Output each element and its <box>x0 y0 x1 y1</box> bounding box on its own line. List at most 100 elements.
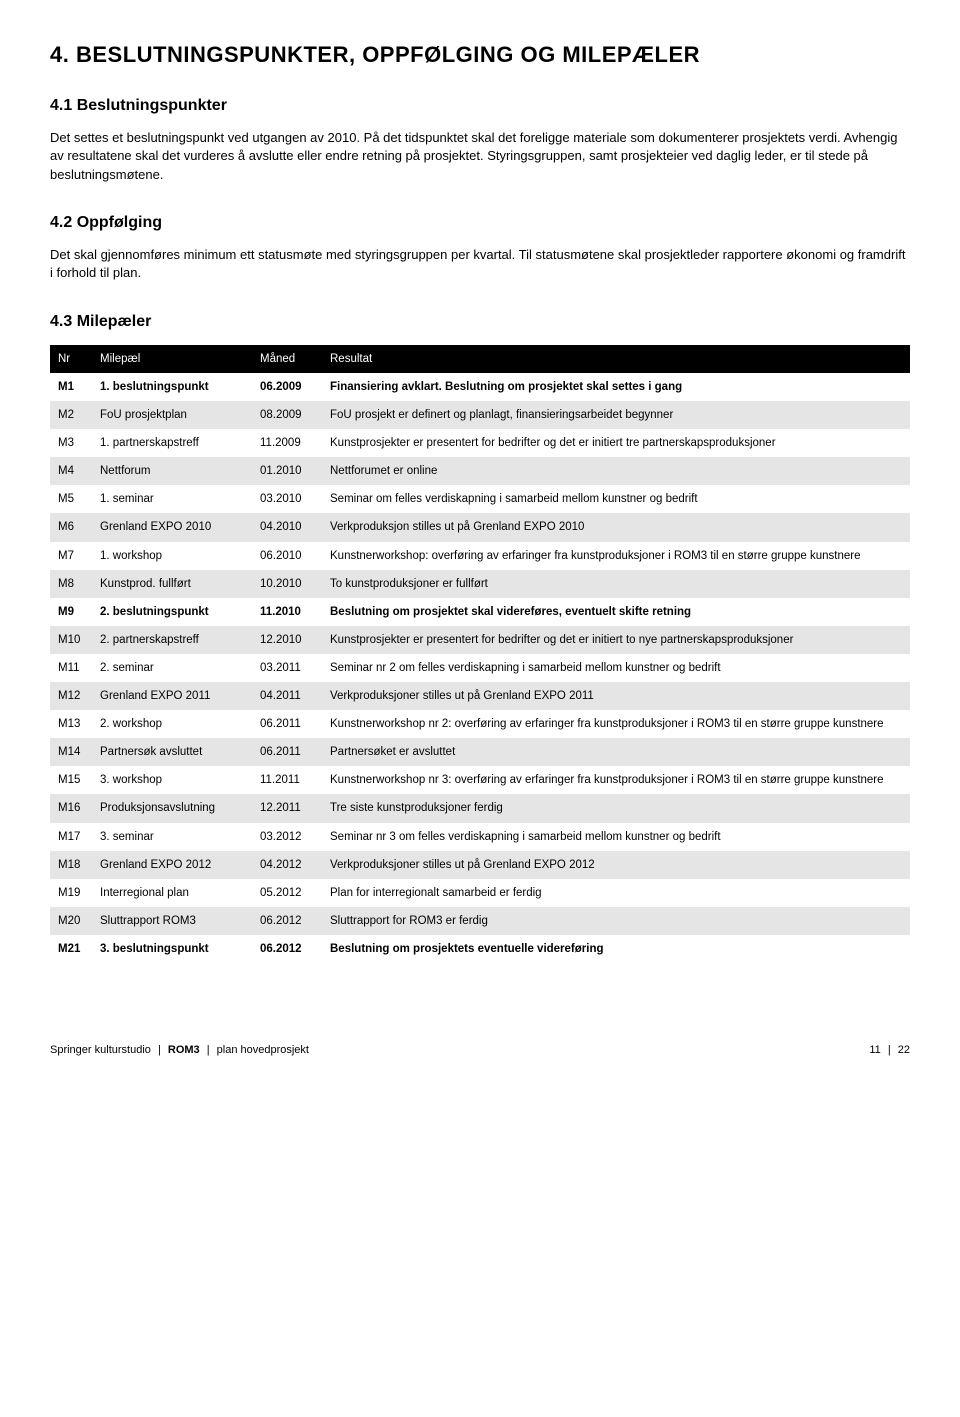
section-4-3-title: 4.3 Milepæler <box>50 311 910 333</box>
section-4-1-body: Det settes et beslutningspunkt ved utgan… <box>50 129 910 184</box>
cell-milepael: Interregional plan <box>92 879 252 907</box>
table-row: M14Partnersøk avsluttet06.2011Partnersøk… <box>50 738 910 766</box>
cell-maned: 06.2010 <box>252 542 322 570</box>
cell-nr: M10 <box>50 626 92 654</box>
cell-nr: M2 <box>50 401 92 429</box>
section-4-1: 4.1 Beslutningspunkter Det settes et bes… <box>50 95 910 184</box>
cell-resultat: Kunstnerworkshop: overføring av erfaring… <box>322 542 910 570</box>
cell-resultat: Verkproduksjoner stilles ut på Grenland … <box>322 682 910 710</box>
section-4-2-title: 4.2 Oppfølging <box>50 212 910 234</box>
cell-resultat: Tre siste kunstproduksjoner ferdig <box>322 794 910 822</box>
cell-maned: 03.2012 <box>252 823 322 851</box>
table-row: M92. beslutningspunkt11.2010Beslutning o… <box>50 598 910 626</box>
cell-resultat: Plan for interregionalt samarbeid er fer… <box>322 879 910 907</box>
cell-milepael: 3. workshop <box>92 766 252 794</box>
cell-nr: M20 <box>50 907 92 935</box>
table-row: M102. partnerskapstreff12.2010Kunstprosj… <box>50 626 910 654</box>
cell-resultat: Verkproduksjoner stilles ut på Grenland … <box>322 851 910 879</box>
cell-milepael: Kunstprod. fullført <box>92 570 252 598</box>
cell-maned: 11.2009 <box>252 429 322 457</box>
cell-resultat: Seminar om felles verdiskapning i samarb… <box>322 485 910 513</box>
cell-milepael: Produksjonsavslutning <box>92 794 252 822</box>
table-row: M8Kunstprod. fullført10.2010To kunstprod… <box>50 570 910 598</box>
cell-milepael: Sluttrapport ROM3 <box>92 907 252 935</box>
cell-maned: 05.2012 <box>252 879 322 907</box>
cell-maned: 04.2011 <box>252 682 322 710</box>
footer-studio: Springer kulturstudio <box>50 1044 151 1056</box>
section-4-2: 4.2 Oppfølging Det skal gjennomføres min… <box>50 212 910 283</box>
cell-milepael: 2. seminar <box>92 654 252 682</box>
page-number-current: 11 <box>869 1044 880 1056</box>
cell-resultat: Nettforumet er online <box>322 457 910 485</box>
cell-maned: 06.2012 <box>252 935 322 963</box>
separator-icon: | <box>158 1044 161 1056</box>
cell-milepael: 1. workshop <box>92 542 252 570</box>
cell-nr: M9 <box>50 598 92 626</box>
cell-nr: M6 <box>50 513 92 541</box>
cell-nr: M17 <box>50 823 92 851</box>
cell-resultat: Kunstnerworkshop nr 3: overføring av erf… <box>322 766 910 794</box>
col-header-resultat: Resultat <box>322 345 910 373</box>
cell-nr: M1 <box>50 373 92 401</box>
cell-resultat: Kunstprosjekter er presentert for bedrif… <box>322 626 910 654</box>
table-row: M71. workshop06.2010Kunstnerworkshop: ov… <box>50 542 910 570</box>
cell-nr: M18 <box>50 851 92 879</box>
cell-maned: 12.2011 <box>252 794 322 822</box>
cell-milepael: Partnersøk avsluttet <box>92 738 252 766</box>
cell-nr: M5 <box>50 485 92 513</box>
cell-maned: 03.2010 <box>252 485 322 513</box>
section-4-1-title: 4.1 Beslutningspunkter <box>50 95 910 117</box>
page-footer: Springer kulturstudio | ROM3 | plan hove… <box>50 1043 910 1058</box>
cell-nr: M13 <box>50 710 92 738</box>
cell-resultat: Kunstnerworkshop nr 2: overføring av erf… <box>322 710 910 738</box>
cell-milepael: 1. beslutningspunkt <box>92 373 252 401</box>
table-row: M153. workshop11.2011Kunstnerworkshop nr… <box>50 766 910 794</box>
cell-nr: M7 <box>50 542 92 570</box>
cell-nr: M19 <box>50 879 92 907</box>
cell-nr: M15 <box>50 766 92 794</box>
cell-milepael: 2. workshop <box>92 710 252 738</box>
cell-milepael: Grenland EXPO 2012 <box>92 851 252 879</box>
cell-resultat: Seminar nr 3 om felles verdiskapning i s… <box>322 823 910 851</box>
cell-nr: M16 <box>50 794 92 822</box>
table-row: M16Produksjonsavslutning12.2011Tre siste… <box>50 794 910 822</box>
cell-resultat: Seminar nr 2 om felles verdiskapning i s… <box>322 654 910 682</box>
cell-maned: 11.2010 <box>252 598 322 626</box>
cell-nr: M11 <box>50 654 92 682</box>
table-row: M31. partnerskapstreff11.2009Kunstprosje… <box>50 429 910 457</box>
cell-resultat: FoU prosjekt er definert og planlagt, fi… <box>322 401 910 429</box>
table-row: M19Interregional plan05.2012Plan for int… <box>50 879 910 907</box>
footer-left: Springer kulturstudio | ROM3 | plan hove… <box>50 1043 309 1058</box>
cell-maned: 06.2011 <box>252 738 322 766</box>
cell-milepael: 1. seminar <box>92 485 252 513</box>
table-row: M2FoU prosjektplan08.2009FoU prosjekt er… <box>50 401 910 429</box>
cell-maned: 11.2011 <box>252 766 322 794</box>
table-row: M132. workshop06.2011Kunstnerworkshop nr… <box>50 710 910 738</box>
cell-nr: M12 <box>50 682 92 710</box>
table-row: M6Grenland EXPO 201004.2010Verkproduksjo… <box>50 513 910 541</box>
cell-resultat: Finansiering avklart. Beslutning om pros… <box>322 373 910 401</box>
cell-maned: 04.2012 <box>252 851 322 879</box>
col-header-maned: Måned <box>252 345 322 373</box>
section-4-2-body: Det skal gjennomføres minimum ett status… <box>50 246 910 282</box>
table-row: M20Sluttrapport ROM306.2012Sluttrapport … <box>50 907 910 935</box>
separator-icon: | <box>888 1044 891 1056</box>
page-number-total: 22 <box>898 1044 910 1056</box>
table-row: M4Nettforum01.2010Nettforumet er online <box>50 457 910 485</box>
cell-maned: 12.2010 <box>252 626 322 654</box>
cell-milepael: 1. partnerskapstreff <box>92 429 252 457</box>
table-header-row: Nr Milepæl Måned Resultat <box>50 345 910 373</box>
cell-maned: 06.2009 <box>252 373 322 401</box>
cell-milepael: 3. beslutningspunkt <box>92 935 252 963</box>
cell-resultat: Kunstprosjekter er presentert for bedrif… <box>322 429 910 457</box>
col-header-nr: Nr <box>50 345 92 373</box>
cell-maned: 06.2011 <box>252 710 322 738</box>
cell-resultat: Verkproduksjon stilles ut på Grenland EX… <box>322 513 910 541</box>
cell-nr: M8 <box>50 570 92 598</box>
table-row: M11. beslutningspunkt06.2009Finansiering… <box>50 373 910 401</box>
cell-resultat: Sluttrapport for ROM3 er ferdig <box>322 907 910 935</box>
table-row: M12Grenland EXPO 201104.2011Verkproduksj… <box>50 682 910 710</box>
cell-maned: 06.2012 <box>252 907 322 935</box>
cell-milepael: Grenland EXPO 2010 <box>92 513 252 541</box>
separator-icon: | <box>207 1044 210 1056</box>
